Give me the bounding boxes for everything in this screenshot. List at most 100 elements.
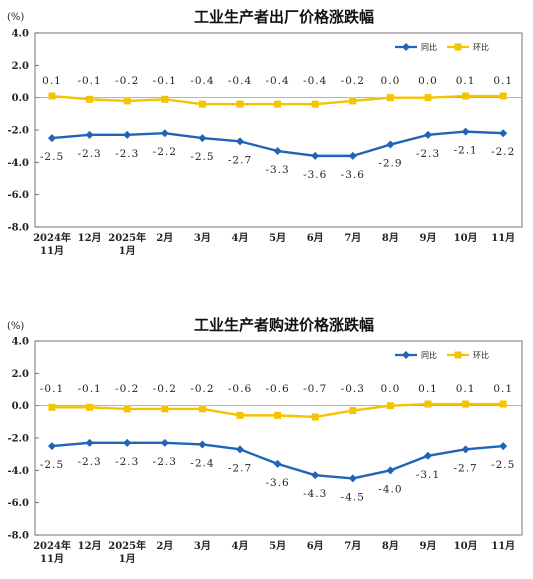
- data-label: -2.7: [228, 154, 252, 166]
- x-tick-label: 11月: [491, 540, 515, 552]
- data-point: [198, 100, 206, 108]
- y-tick-label: 2.0: [12, 369, 29, 380]
- data-label: -0.2: [190, 383, 214, 395]
- data-label: -2.7: [453, 462, 477, 474]
- data-label: 0.0: [418, 75, 438, 87]
- x-tick-label: 8月: [382, 232, 399, 244]
- data-label: -0.4: [303, 75, 327, 87]
- data-point: [349, 407, 357, 415]
- data-point: [86, 403, 94, 411]
- x-tick-label: 2月: [156, 232, 173, 244]
- x-tick-label: 5月: [269, 232, 286, 244]
- data-label: -4.0: [378, 483, 402, 495]
- data-label: -2.3: [416, 148, 440, 160]
- data-point: [386, 402, 394, 410]
- data-label: -3.1: [416, 469, 440, 481]
- y-tick-label: -8.0: [7, 531, 29, 542]
- x-tick-label: 10月: [454, 540, 478, 552]
- x-tick-label: 11月: [491, 232, 515, 244]
- legend-marker-1: [402, 351, 410, 359]
- data-label: 0.1: [418, 383, 438, 395]
- data-point: [386, 140, 395, 149]
- data-point: [311, 151, 320, 160]
- data-point: [236, 445, 244, 454]
- data-label: -2.5: [40, 151, 64, 163]
- x-tick-label: 4月: [232, 232, 249, 244]
- y-tick-label: -2.0: [7, 126, 29, 137]
- data-label: -2.3: [153, 456, 177, 468]
- x-tick-label: 9月: [420, 232, 437, 244]
- data-label: -0.6: [265, 383, 289, 395]
- x-tick-label: 2024年 11月: [33, 539, 71, 565]
- data-point: [499, 129, 508, 138]
- data-label: -2.1: [453, 145, 477, 157]
- data-label: -2.3: [77, 456, 101, 468]
- y-tick-label: 4.0: [12, 29, 29, 40]
- x-tick-label: 7月: [344, 232, 361, 244]
- x-tick-label: 5月: [269, 540, 286, 552]
- data-label: -0.2: [341, 75, 365, 87]
- data-label: -3.6: [265, 477, 289, 489]
- legend-label-1: 同比: [421, 42, 437, 52]
- data-point: [461, 445, 470, 454]
- data-label: -2.3: [115, 456, 139, 468]
- data-point: [499, 442, 508, 451]
- data-label: -0.1: [77, 75, 101, 87]
- y-tick-label: -8.0: [7, 223, 29, 234]
- x-tick-label: 6月: [307, 232, 324, 244]
- y-tick-label: 2.0: [12, 61, 29, 72]
- data-point: [462, 92, 470, 100]
- data-point: [273, 147, 282, 156]
- data-point: [48, 134, 56, 143]
- data-point: [160, 129, 169, 138]
- data-label: -4.5: [341, 491, 365, 503]
- data-label: 0.1: [456, 75, 476, 87]
- data-point: [161, 95, 169, 103]
- data-label: -2.2: [153, 146, 177, 158]
- x-tick-label: 7月: [344, 540, 361, 552]
- data-label: -2.9: [378, 158, 402, 170]
- data-label: 0.0: [381, 75, 401, 87]
- data-label: -3.3: [265, 164, 289, 176]
- data-label: -0.3: [341, 383, 365, 395]
- data-label: -2.5: [190, 151, 214, 163]
- data-label: -0.1: [153, 75, 177, 87]
- x-tick-label: 8月: [382, 540, 399, 552]
- x-tick-label: 3月: [194, 540, 211, 552]
- data-label: -0.1: [77, 383, 101, 395]
- data-point: [424, 451, 432, 460]
- data-label: -2.3: [115, 148, 139, 160]
- series-2: [48, 92, 507, 108]
- chart-title: 工业生产者购进价格涨跌幅: [194, 316, 374, 334]
- data-point: [311, 100, 319, 108]
- data-point: [236, 137, 244, 146]
- data-label: -0.7: [303, 383, 327, 395]
- data-label: 0.0: [381, 383, 401, 395]
- data-point: [499, 400, 507, 408]
- x-tick-label: 6月: [307, 540, 324, 552]
- x-tick-label: 12月: [78, 232, 102, 244]
- data-point: [48, 442, 56, 451]
- legend-label-2: 环比: [473, 42, 489, 52]
- data-point: [386, 466, 395, 475]
- data-point: [198, 134, 207, 143]
- data-label: -0.4: [228, 75, 252, 87]
- data-label: 0.1: [456, 383, 476, 395]
- data-point: [123, 130, 132, 139]
- y-tick-label: -4.0: [7, 466, 29, 477]
- data-point: [386, 94, 394, 102]
- data-label: -4.3: [303, 488, 327, 500]
- data-point: [85, 130, 94, 139]
- data-point: [424, 94, 432, 102]
- data-label: -0.2: [115, 75, 139, 87]
- data-label: -2.3: [77, 148, 101, 160]
- legend-label-2: 环比: [473, 350, 489, 360]
- data-point: [123, 405, 131, 413]
- series-1: [48, 127, 508, 160]
- data-point: [48, 403, 56, 411]
- data-label: -3.6: [303, 169, 327, 181]
- legend-marker-2: [454, 43, 462, 51]
- data-label: -0.4: [190, 75, 214, 87]
- data-label: -2.5: [40, 459, 64, 471]
